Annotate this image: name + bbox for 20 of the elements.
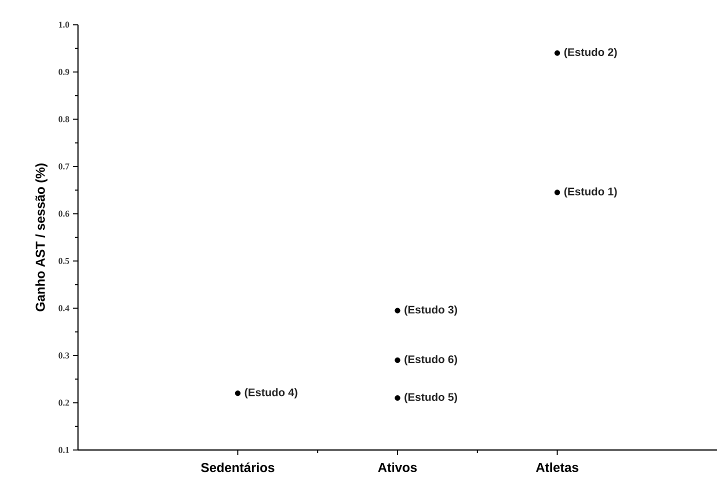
annotation: (Estudo 6) <box>404 355 458 366</box>
y-tick-label: 0.2 <box>58 400 70 406</box>
y-tick-label: 0.5 <box>58 258 70 264</box>
y-tick-label: 0.1 <box>58 446 70 454</box>
y-tick-label: 0.8 <box>58 116 70 122</box>
annotation: (Estudo 1) <box>564 187 617 198</box>
x-tick-label: Ativos <box>378 462 417 472</box>
y-tick-label: 0.9 <box>58 68 70 75</box>
annotation: (Estudo 3) <box>404 305 458 316</box>
x-tick-label: Atletas <box>536 462 578 472</box>
annotation: (Estudo 4) <box>244 388 298 398</box>
annotation: (Estudo 2) <box>564 48 617 58</box>
y-tick-label: 0.7 <box>58 163 70 170</box>
x-tick-label: Sedentários <box>201 462 274 472</box>
y-tick-label: 1.0 <box>59 22 70 28</box>
y-axis-title: Ganho AST / sessão (%) <box>35 164 48 312</box>
y-tick-label: 0.3 <box>58 352 70 359</box>
annotation: (Estudo 5) <box>404 392 458 404</box>
y-tick-label: 0.4 <box>58 305 70 312</box>
y-tick-label: 0.6 <box>58 210 70 217</box>
